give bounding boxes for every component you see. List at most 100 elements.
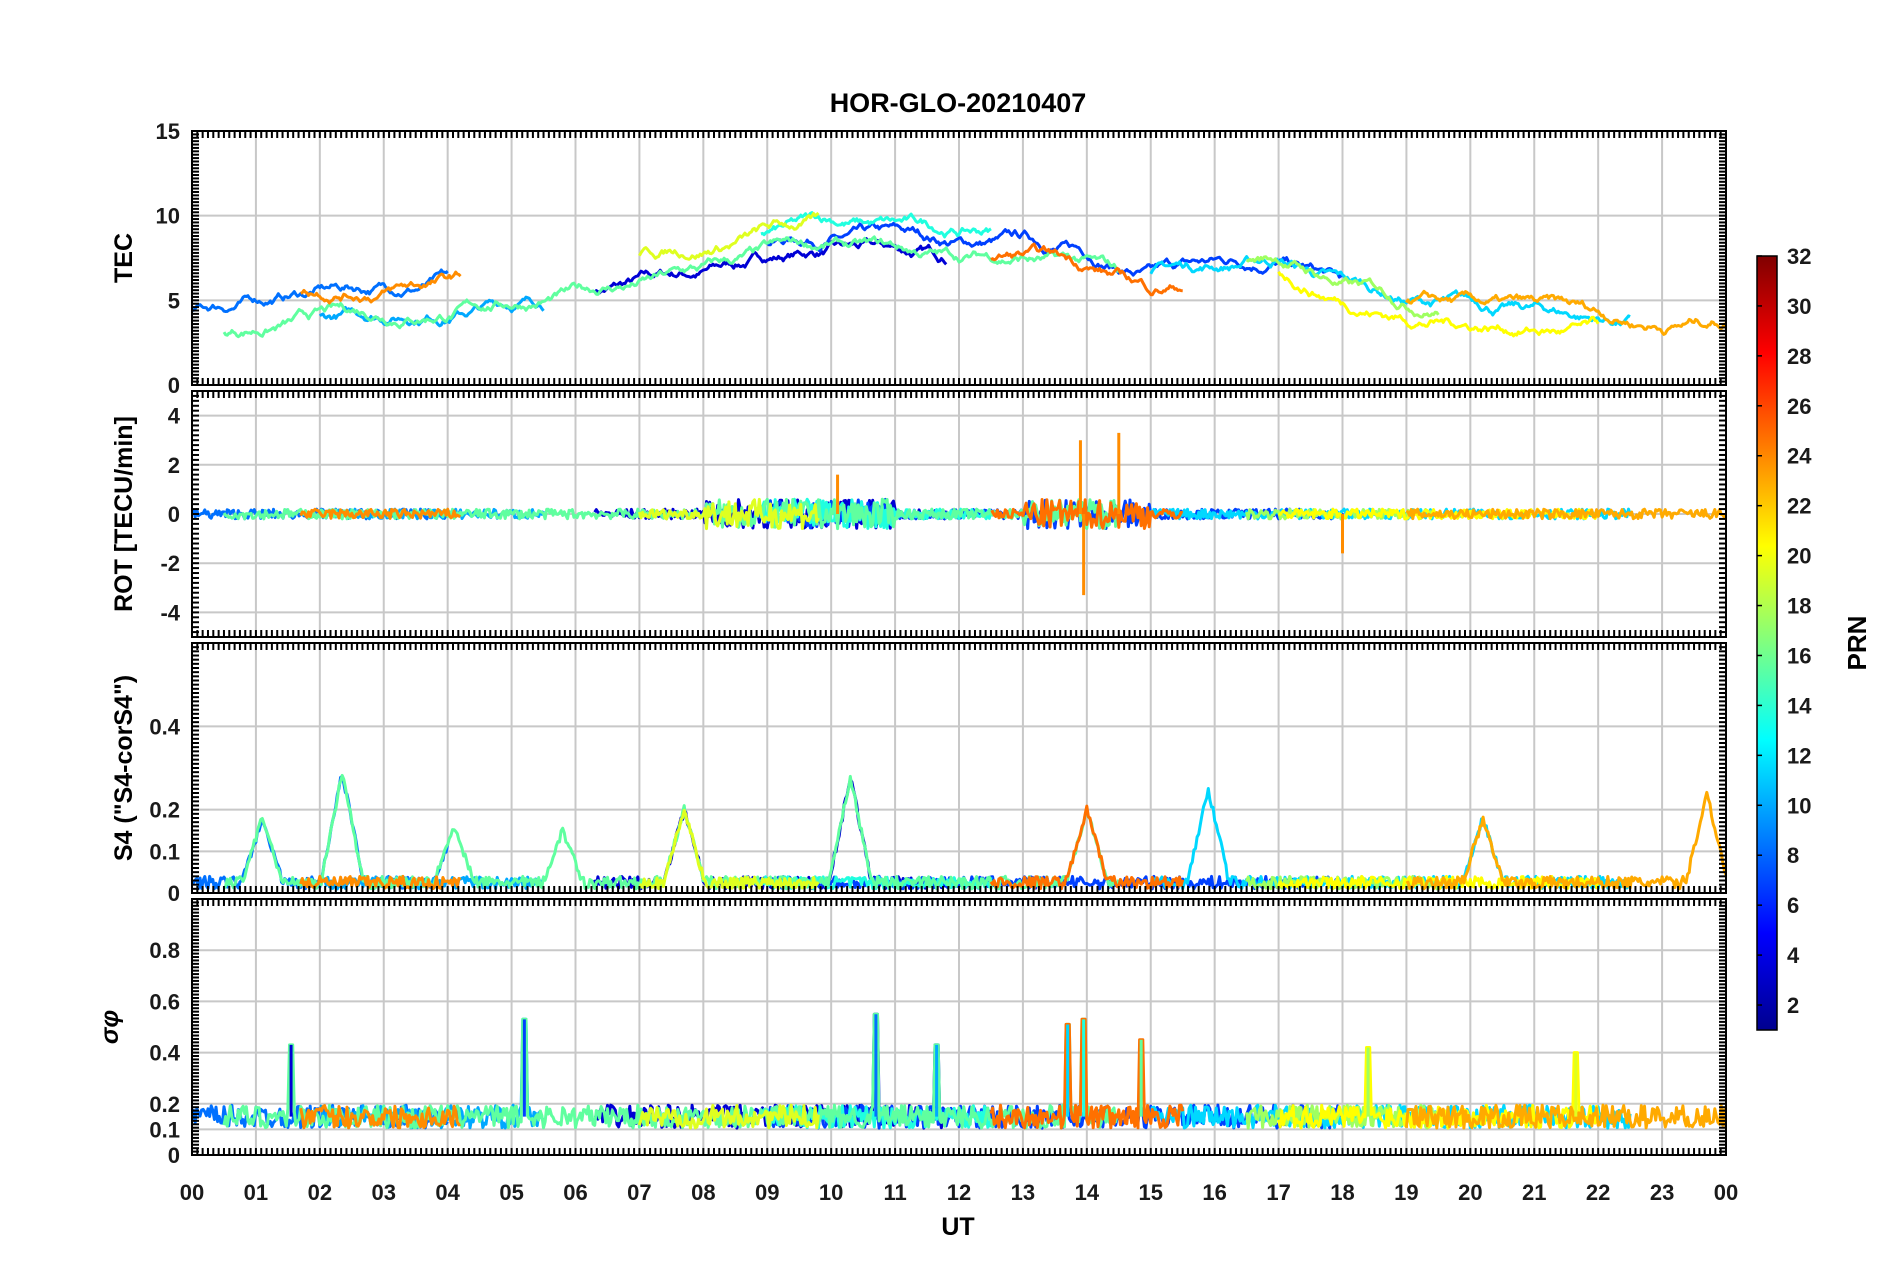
x-tick-label: 09 — [755, 1180, 779, 1205]
colorbar-tick-label: 28 — [1787, 344, 1811, 369]
colorbar-tick-label: 26 — [1787, 394, 1811, 419]
colorbar-tick-label: 22 — [1787, 494, 1811, 519]
series-line-prn-23 — [299, 874, 462, 890]
x-tick-label: 02 — [308, 1180, 332, 1205]
colorbar-tick-label: 2 — [1787, 993, 1799, 1018]
x-tick-label: 12 — [947, 1180, 971, 1205]
series-line-prn-20 — [1277, 1046, 1600, 1130]
series-line-prn-17 — [1245, 255, 1440, 319]
series-line-prn-24 — [990, 242, 1183, 297]
colorbar-gradient — [1756, 255, 1778, 1031]
y-tick-label: -2 — [160, 551, 180, 576]
series-line-prn-19 — [638, 211, 820, 261]
x-tick-label: 01 — [244, 1180, 268, 1205]
y-axis-label: ROT [TECU/min] — [110, 416, 138, 612]
series-line-prn-20 — [1277, 270, 1600, 338]
y-tick-label: 15 — [156, 119, 180, 144]
x-tick-labels: 00 01 02 03 04 05 06 07 08 09 10 11 12 13 14 15 16 17 18 19… — [180, 1180, 1738, 1205]
panel-1-series — [192, 211, 1726, 339]
y-tick-label: 0.2 — [149, 1092, 180, 1117]
x-tick-label: 23 — [1650, 1180, 1674, 1205]
panel-3-series — [192, 773, 1726, 891]
series-line-prn-22 — [1405, 507, 1726, 521]
colorbar-tick-label: 32 — [1787, 244, 1811, 269]
y-tick-label: 0.2 — [149, 798, 180, 823]
series-line-prn-15 — [222, 773, 1121, 891]
y-tick-label: 0.6 — [149, 989, 180, 1014]
y-tick-label: 4 — [168, 404, 181, 429]
colorbar-tick-label: 18 — [1787, 594, 1811, 619]
panel-1: 0 5 10 15 TEC — [110, 119, 1727, 398]
series-line-prn-6 — [192, 268, 449, 313]
panel-2-series — [192, 432, 1726, 596]
series-line-prn-11 — [1149, 787, 1632, 891]
y-tick-label: 0 — [168, 373, 180, 398]
series-line-prn-22 — [1405, 790, 1726, 891]
chart-title: HOR-GLO-20210407 — [830, 88, 1087, 118]
series-line-prn-24 — [989, 1017, 1185, 1130]
series-line-prn-22 — [1404, 1103, 1726, 1130]
colorbar-tick-label: 8 — [1787, 843, 1799, 868]
series-line-prn-22 — [1405, 289, 1726, 336]
x-tick-label: 08 — [691, 1180, 715, 1205]
y-axis-label: σφ — [96, 1010, 124, 1044]
y-tick-label: 0.8 — [149, 938, 180, 963]
series-line-prn-23 — [300, 270, 462, 305]
colorbar-tick-label: 20 — [1787, 544, 1811, 569]
series-line-prn-19 — [638, 809, 820, 891]
x-tick-label: 00 — [180, 1180, 204, 1205]
colorbar-tick-label: 14 — [1787, 693, 1812, 718]
series-line-prn-19 — [637, 497, 820, 531]
series-line-prn-15 — [222, 235, 1120, 339]
x-axis-label: UT — [941, 1213, 974, 1241]
series-line-prn-11 — [1149, 255, 1631, 327]
panel-3: 0 0.1 0.2 0.4 S4 ("S4-corS4") — [110, 642, 1727, 906]
y-tick-label: 0.1 — [149, 839, 180, 864]
colorbar-tick-label: 12 — [1787, 743, 1811, 768]
x-tick-label: 22 — [1586, 1180, 1610, 1205]
x-tick-label: 19 — [1394, 1180, 1418, 1205]
x-tick-label: 17 — [1266, 1180, 1290, 1205]
y-tick-label: 0 — [168, 881, 180, 906]
x-tick-label: 16 — [1202, 1180, 1226, 1205]
x-tick-label: 06 — [563, 1180, 587, 1205]
series-line-prn-13 — [760, 211, 992, 239]
series-line-prn-23 — [299, 507, 461, 520]
x-tick-label: 05 — [499, 1180, 523, 1205]
y-tick-label: 0 — [168, 1143, 180, 1168]
y-tick-label: 5 — [168, 288, 180, 313]
x-tick-label: 21 — [1522, 1180, 1546, 1205]
y-tick-label: 10 — [156, 204, 180, 229]
x-tick-label: 15 — [1139, 1180, 1163, 1205]
x-tick-label: 14 — [1075, 1180, 1100, 1205]
y-axis-label: TEC — [110, 233, 138, 283]
x-tick-label: 00 — [1714, 1180, 1738, 1205]
series-line-prn-2 — [593, 778, 947, 891]
panel-2: -4 -2 0 2 4 ROT [TECU/min] — [110, 390, 1727, 638]
x-tick-label: 11 — [883, 1180, 906, 1205]
series-line-prn-2 — [593, 237, 948, 295]
x-tick-label: 20 — [1458, 1180, 1482, 1205]
x-tick-label: 13 — [1011, 1180, 1035, 1205]
y-tick-label: 0.1 — [149, 1117, 180, 1142]
series-line-prn-11 — [1149, 507, 1632, 521]
x-tick-label: 18 — [1330, 1180, 1354, 1205]
x-tick-label: 04 — [435, 1180, 460, 1205]
colorbar-tick-label: 6 — [1787, 893, 1799, 918]
panel-4: 00.10.2 0.4 0.6 0.8 σφ — [96, 898, 1727, 1168]
y-tick-label: 2 — [168, 453, 180, 478]
colorbar-tick-label: 16 — [1787, 643, 1811, 668]
series-line-prn-23 — [299, 1104, 461, 1130]
series-line-prn-24 — [990, 498, 1184, 530]
colorbar-label: PRN — [1842, 616, 1872, 671]
colorbar-tick-label: 30 — [1787, 294, 1811, 319]
panel-4-series — [192, 1012, 1726, 1130]
series-line-prn-19 — [637, 1103, 820, 1130]
y-tick-label: 0 — [168, 502, 180, 527]
y-tick-label: 0.4 — [149, 714, 180, 739]
x-tick-label: 03 — [372, 1180, 396, 1205]
x-tick-label: 10 — [819, 1180, 843, 1205]
